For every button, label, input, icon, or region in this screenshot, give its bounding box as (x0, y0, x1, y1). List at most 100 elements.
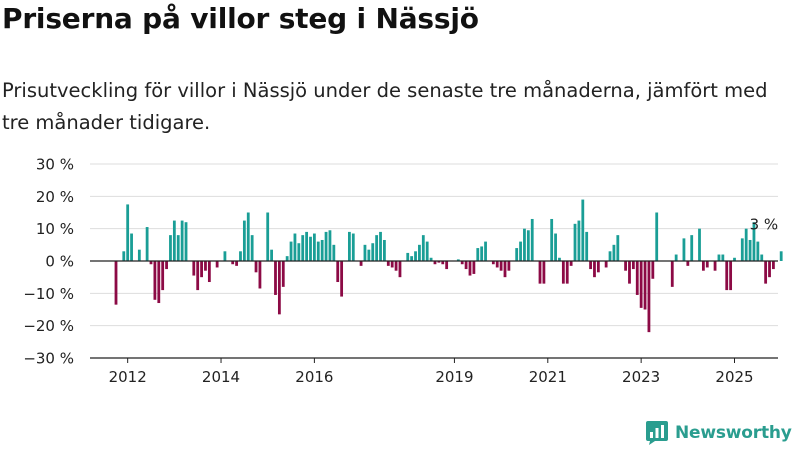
x-tick-label: 2019 (435, 368, 473, 386)
bar-negative (468, 261, 472, 276)
bar-positive (239, 251, 242, 261)
bar-positive (180, 220, 184, 261)
bar-positive (717, 254, 721, 261)
bar-negative (631, 261, 635, 270)
bar-positive (184, 222, 188, 261)
bar-negative (394, 261, 398, 271)
bar-positive (519, 241, 522, 261)
annotations: 3 % (750, 216, 779, 234)
bar-positive (558, 257, 561, 261)
bar-negative (686, 261, 690, 266)
bar-positive (456, 259, 460, 261)
bar-positive (523, 228, 526, 261)
bar-positive (410, 256, 414, 261)
bar-negative (569, 261, 573, 266)
bar-positive (414, 251, 417, 261)
bar-negative (596, 261, 600, 273)
y-tick-label: 0 % (45, 253, 74, 271)
bar-positive (733, 257, 736, 261)
bar-negative (628, 261, 631, 284)
bar-negative (589, 261, 592, 270)
bar-negative (437, 261, 441, 263)
y-axis-ticks: 30 % 20 % 10 % 0 % −10 % −20 % −30 % (23, 156, 74, 368)
bar-positive (418, 244, 421, 261)
y-tick-label: −30 % (23, 350, 74, 368)
bar-negative (647, 261, 651, 333)
bar-positive (246, 212, 250, 261)
bar-negative (561, 261, 565, 284)
bar-negative (713, 261, 717, 271)
bar-positive (285, 256, 289, 261)
bar-negative (258, 261, 262, 289)
bar-positive (577, 220, 581, 261)
bar-positive (379, 231, 382, 261)
bar-positive (312, 233, 316, 261)
bar-negative (507, 261, 511, 271)
x-tick-label: 2016 (295, 368, 333, 386)
bar-positive (779, 251, 783, 261)
bar-negative (670, 261, 674, 287)
bar-negative (161, 261, 165, 291)
bar-negative (495, 261, 499, 268)
bar-positive (270, 249, 273, 261)
bar-positive (301, 235, 305, 261)
bar-positive (752, 222, 756, 261)
bar-negative (200, 261, 203, 278)
bar-negative (165, 261, 168, 270)
bar-positive (690, 235, 694, 261)
bar-negative (340, 261, 344, 297)
bar-negative (491, 261, 495, 265)
bar-positive (348, 231, 351, 261)
bar-positive (316, 241, 320, 261)
bar-positive (242, 220, 246, 261)
chart-subtitle: Prisutveckling för villor i Nässjö under… (2, 79, 768, 134)
bar-positive (223, 251, 227, 261)
bar-negative (768, 261, 771, 278)
bar-positive (351, 233, 355, 261)
bar-positive (740, 238, 744, 261)
y-tick-label: 10 % (36, 220, 74, 238)
y-tick-label: −10 % (23, 285, 74, 303)
bar-negative (729, 261, 733, 291)
bar-negative (192, 261, 196, 276)
bar-positive (655, 212, 659, 261)
bar-positive (332, 244, 336, 261)
bar-negative (701, 261, 705, 271)
bar-positive (406, 252, 410, 261)
bar-positive (383, 239, 386, 261)
bar-positive (309, 236, 312, 261)
bar-negative (624, 261, 627, 271)
bar-positive (293, 233, 297, 261)
bar-negative (359, 261, 363, 266)
annotation-label: 3 % (750, 216, 779, 234)
bar-negative (725, 261, 729, 291)
bar-positive (297, 243, 301, 261)
bar-negative (231, 261, 235, 265)
bar-positive (526, 230, 530, 261)
brand-name: Newsworthy (675, 423, 792, 443)
bar-positive (145, 227, 149, 261)
bar-negative (235, 261, 238, 266)
bar-positive (367, 249, 371, 261)
bar-negative (207, 261, 211, 283)
x-tick-label: 2012 (109, 368, 147, 386)
bar-positive (616, 235, 620, 261)
bar-positive (581, 199, 585, 261)
bar-negative (336, 261, 340, 283)
bar-negative (705, 261, 709, 268)
bar-negative (472, 261, 476, 274)
bar-positive (760, 254, 764, 261)
bar-positive (608, 251, 612, 261)
bar-positive (421, 235, 425, 261)
bar-negative (651, 261, 655, 279)
bar-positive (698, 228, 701, 261)
bar-positive (130, 233, 133, 261)
x-tick-label: 2014 (202, 368, 240, 386)
bar-positive (550, 218, 554, 261)
y-tick-label: −20 % (23, 317, 74, 335)
bar-positive (756, 241, 760, 261)
bar-negative (398, 261, 402, 278)
y-tick-label: 20 % (36, 188, 74, 206)
x-tick-label: 2021 (529, 368, 567, 386)
bar-negative (196, 261, 200, 291)
